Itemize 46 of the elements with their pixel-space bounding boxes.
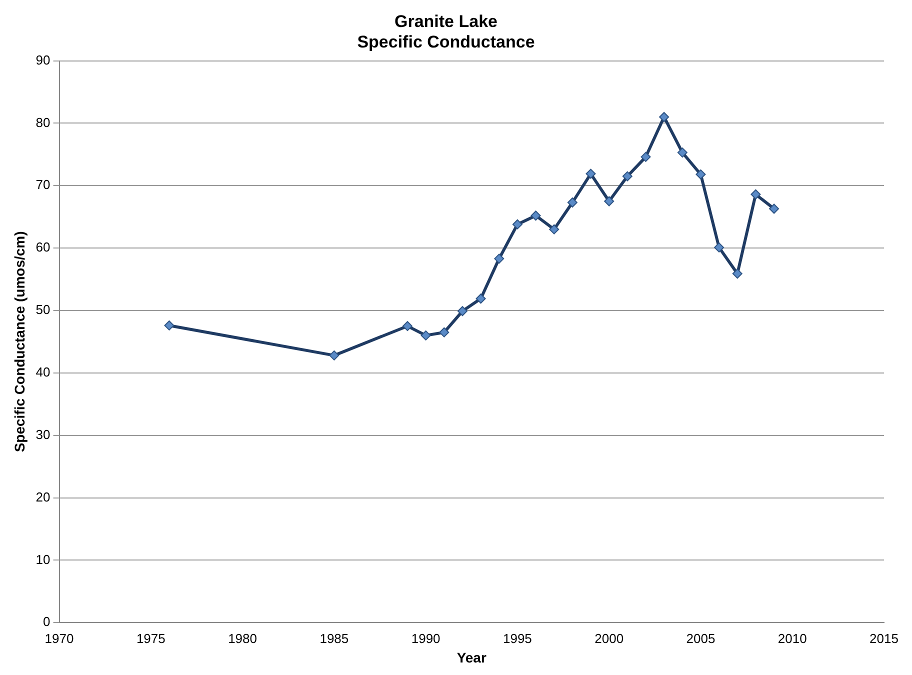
point (622, 171, 632, 182)
x-tick-label: 1990 (411, 630, 440, 646)
point (476, 294, 486, 304)
point (604, 196, 614, 206)
point (640, 152, 651, 162)
point (769, 204, 780, 214)
point (329, 350, 340, 360)
x-tick-label: 2015 (870, 630, 898, 646)
y-tick-label: 0 (43, 614, 50, 630)
x-tick-label: 2010 (778, 630, 807, 646)
x-tick-label: 2000 (594, 630, 624, 646)
point (696, 169, 706, 180)
point (402, 321, 412, 332)
x-tick-label: 1980 (228, 630, 257, 646)
point (439, 327, 450, 338)
y-axis-title: Specific Conductance (umos/cm) (11, 231, 28, 452)
point (586, 168, 596, 179)
point (567, 198, 578, 208)
point (714, 242, 724, 252)
y-tick-label: 10 (36, 552, 50, 567)
y-tick-label: 60 (36, 240, 50, 255)
point (549, 224, 560, 234)
point (659, 112, 670, 122)
point (457, 306, 468, 316)
x-tick-label: 1970 (44, 630, 74, 646)
point (732, 268, 742, 279)
point (420, 330, 431, 340)
y-tick-label: 50 (36, 302, 50, 318)
point (512, 219, 522, 230)
point (677, 148, 688, 158)
chart-title: Granite Lake Specific Conductance (357, 12, 535, 52)
point (750, 189, 761, 200)
y-tick-label: 90 (36, 52, 50, 68)
y-tick-label: 70 (36, 177, 50, 192)
x-tick-label: 2005 (686, 630, 716, 646)
x-axis-title: Year (456, 649, 487, 666)
x-tick-label: 1995 (502, 630, 532, 646)
point (494, 254, 504, 264)
y-tick-label: 40 (36, 364, 50, 380)
y-tick-label: 80 (36, 114, 50, 130)
x-tick-label: 1985 (320, 630, 349, 646)
point (530, 210, 541, 221)
point (164, 320, 174, 330)
x-tick-label: 1975 (136, 630, 166, 646)
y-tick-label: 20 (36, 489, 50, 504)
y-tick-label: 30 (36, 426, 50, 442)
